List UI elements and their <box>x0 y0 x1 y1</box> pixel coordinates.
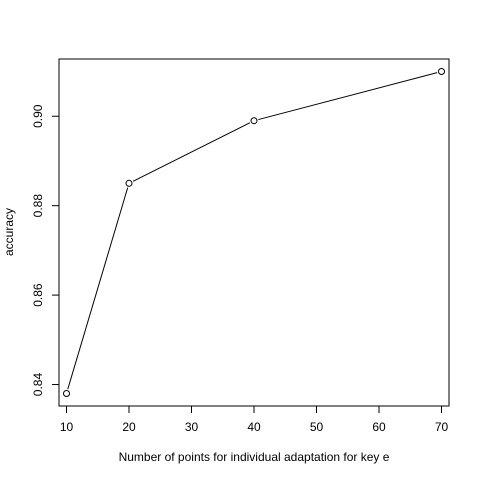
y-tick-label: 0.90 <box>31 104 45 128</box>
x-tick-label: 10 <box>60 420 74 434</box>
y-axis: 0.84 0.86 0.88 0.90 <box>31 104 60 397</box>
data-point <box>438 68 445 76</box>
data-point <box>125 179 133 187</box>
x-tick-label: 50 <box>310 420 324 434</box>
y-axis-label: accuracy <box>2 208 16 256</box>
plot-box <box>58 58 450 407</box>
x-axis: 10 20 30 40 50 60 70 <box>60 405 449 434</box>
y-tick-label: 0.84 <box>31 373 45 397</box>
x-tick-label: 40 <box>247 420 261 434</box>
x-tick-label: 20 <box>122 420 136 434</box>
x-axis-label: Number of points for individual adaptati… <box>119 450 390 464</box>
y-tick-label: 0.88 <box>31 194 45 218</box>
data-point <box>63 389 70 397</box>
x-tick-label: 30 <box>185 420 199 434</box>
data-point <box>250 117 258 125</box>
y-tick-label: 0.86 <box>31 283 45 307</box>
series-line-segment <box>67 187 129 390</box>
series-layer <box>63 68 445 397</box>
series-line-segment <box>132 122 251 182</box>
series-line-segment <box>258 72 438 121</box>
x-tick-label: 70 <box>435 420 449 434</box>
x-tick-label: 60 <box>372 420 386 434</box>
